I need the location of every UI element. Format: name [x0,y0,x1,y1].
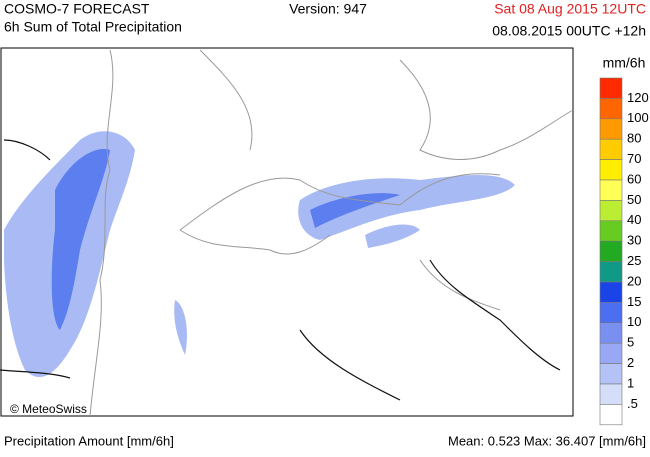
legend-swatch [599,179,623,201]
legend-swatch [599,77,623,99]
legend-label: 10 [627,314,641,329]
credit: © MeteoSwiss [10,402,87,416]
legend-label: 1 [627,375,634,390]
legend-swatch [599,342,623,364]
legend-swatch [599,404,623,426]
legend-label: .5 [627,396,638,411]
borders [89,49,574,417]
legend-label: 120 [627,90,649,105]
legend-swatch [599,383,623,405]
legend-label: 70 [627,151,641,166]
legend-label: 50 [627,192,641,207]
legend: 120 100 80 70 60 50 40 30 25 20 15 10 5 2 1 .5 [599,77,649,426]
legend-label: 15 [627,294,641,309]
legend-label: 60 [627,171,641,186]
legend-label: 30 [627,233,641,248]
legend-swatch [599,281,623,303]
subtitle: 6h Sum of Total Precipitation [4,19,182,35]
coastline [0,139,561,401]
legend-swatch [599,118,623,140]
run-time: 08.08.2015 00UTC +12h [492,23,646,39]
legend-swatch [599,200,623,222]
valid-time: Sat 08 Aug 2015 12UTC [494,1,646,17]
legend-swatch [599,302,623,324]
legend-unit: mm/6h [603,55,646,71]
legend-label: 5 [627,335,634,350]
legend-label: 100 [627,110,649,125]
legend-label: 2 [627,355,634,370]
footer-right: Mean: 0.523 Max: 36.407 [mm/6h] [448,433,646,448]
legend-swatch [599,363,623,385]
footer-left: Precipitation Amount [mm/6h] [4,433,174,448]
legend-swatch [599,240,623,262]
legend-swatch [599,159,623,181]
legend-label: 40 [627,212,641,227]
legend-swatch [599,98,623,120]
precip-cores [51,149,400,330]
title: COSMO-7 FORECAST [4,1,150,17]
legend-label: 20 [627,273,641,288]
legend-label: 25 [627,253,641,268]
legend-swatch [599,138,623,160]
legend-label: 80 [627,131,641,146]
legend-swatch [599,322,623,344]
map: © MeteoSwiss [0,47,574,417]
legend-swatch [599,261,623,283]
legend-swatch [599,220,623,242]
version: Version: 947 [289,1,367,17]
